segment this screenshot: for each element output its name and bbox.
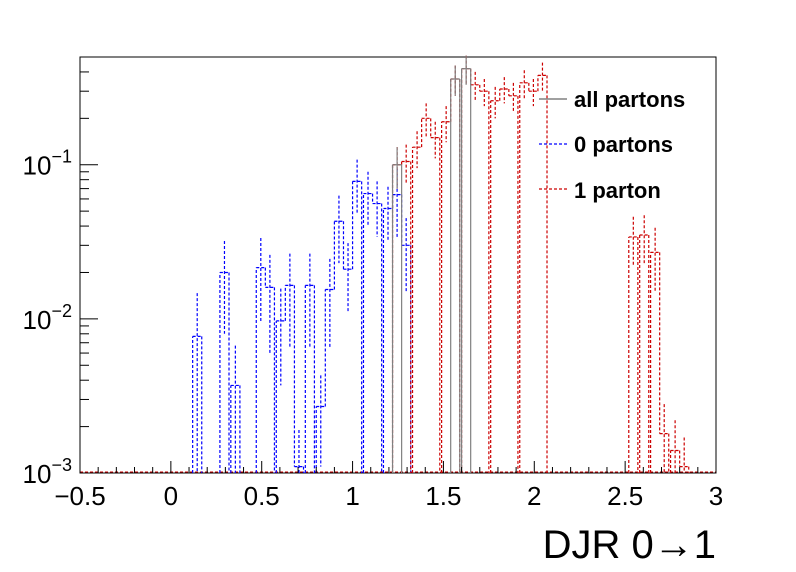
x-tick-label: −0.5 xyxy=(54,481,105,511)
y-tick-base: 10 xyxy=(23,305,52,335)
legend: all partons 0 partons 1 parton xyxy=(539,87,685,203)
x-tick-label: 3 xyxy=(709,481,723,511)
y-tick-base: 10 xyxy=(23,151,52,181)
x-tick-label: 1.5 xyxy=(425,481,461,511)
x-axis-title: DJR 0→1 xyxy=(543,523,716,567)
x-tick-label: 1 xyxy=(345,481,359,511)
series-layer xyxy=(80,55,716,473)
y-tick-label: 10−1 xyxy=(23,147,72,181)
legend-label-1-parton: 1 parton xyxy=(574,178,661,203)
x-tick-label: 0 xyxy=(164,481,178,511)
y-tick-exponent: −3 xyxy=(51,455,72,475)
series-0-partons xyxy=(192,159,412,473)
y-tick-exponent: −2 xyxy=(51,301,72,321)
x-tick-label: 2.5 xyxy=(607,481,643,511)
y-tick-base: 10 xyxy=(23,459,52,489)
y-tick-exponent: −1 xyxy=(51,147,72,167)
x-tick-label: 2 xyxy=(527,481,541,511)
y-tick-label: 10−2 xyxy=(23,301,72,335)
axes-layer: −0.5 0 0.5 1 1.5 2 2.5 310−310−210−1 xyxy=(23,56,723,511)
series-all-partons xyxy=(391,55,472,473)
legend-label-all-partons: all partons xyxy=(574,87,685,112)
y-tick-label: 10−3 xyxy=(23,455,72,489)
x-tick-label: 0.5 xyxy=(244,481,280,511)
legend-label-0-partons: 0 partons xyxy=(574,132,673,157)
plot-frame xyxy=(79,56,717,474)
series-1-parton xyxy=(391,55,690,473)
